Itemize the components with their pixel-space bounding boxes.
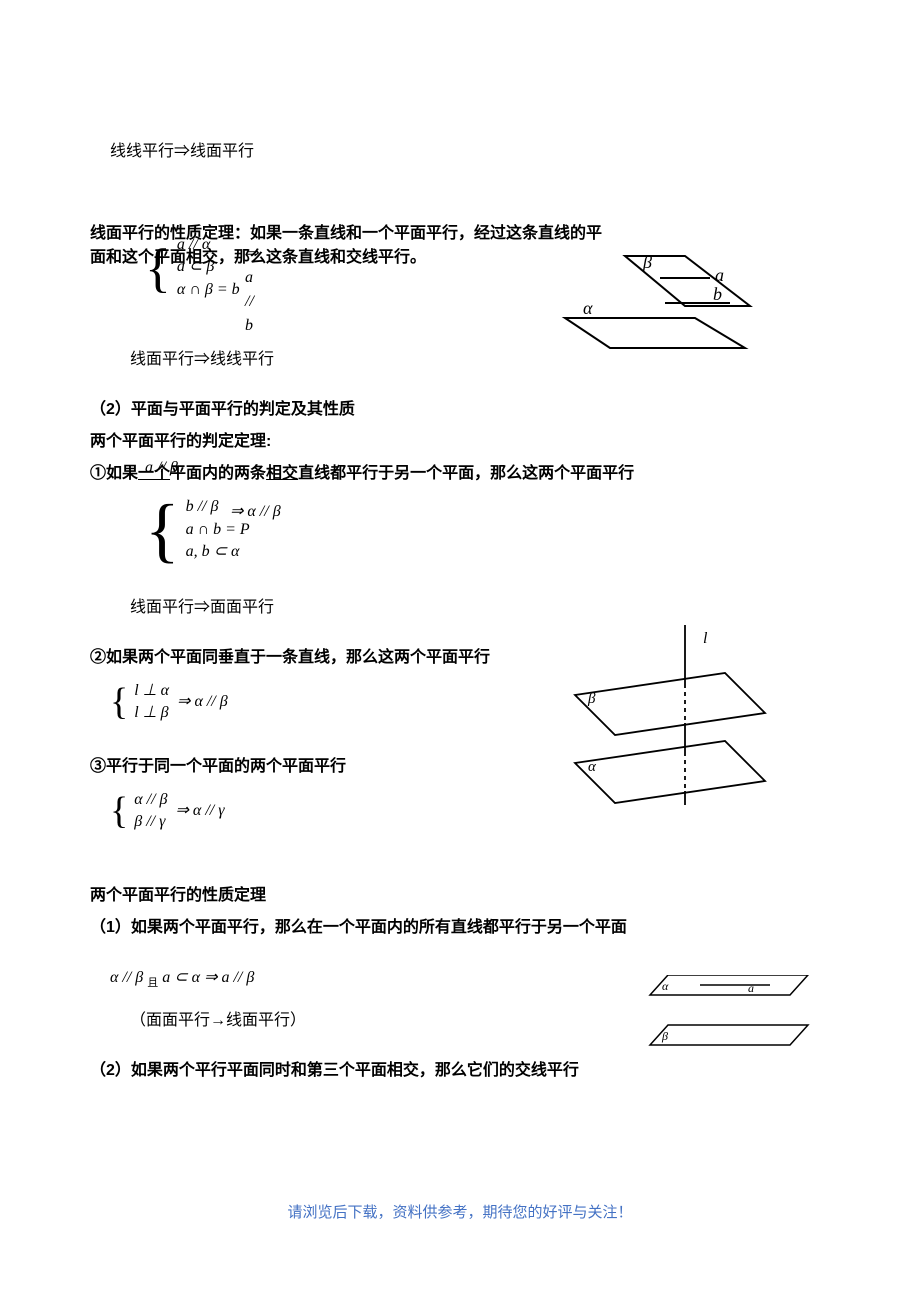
s2-conclusion1: 线面平行⇒面面平行 bbox=[90, 596, 830, 620]
diagram-plane-line: α β a b bbox=[555, 248, 815, 358]
s2-f2-implies: ⇒ α // β bbox=[177, 693, 228, 710]
s2-heading: （2）平面与平面平行的判定及其性质 bbox=[90, 398, 830, 422]
s2-f3-l2: β // γ bbox=[134, 811, 167, 833]
s2-subheading: 两个平面平行的判定定理: bbox=[90, 430, 830, 454]
s3-item1: （1）如果两个平面平行，那么在一个平面内的所有直线都平行于另一个平面 bbox=[90, 916, 830, 940]
d1-beta: β bbox=[642, 252, 652, 272]
s2-formula1: { b // β a ∩ b = P a, b ⊂ α ⇒ α // β bbox=[90, 494, 830, 566]
s2-f1-implies: ⇒ α // β bbox=[230, 500, 281, 524]
s1-f-l2: a ⊂ β bbox=[177, 256, 240, 278]
d2-l: l bbox=[703, 630, 708, 647]
d3-alpha: α bbox=[662, 979, 669, 993]
s2-f2-l1: l ⊥ α bbox=[134, 680, 169, 702]
s1-f-l3: α ∩ β = b bbox=[177, 279, 240, 301]
s2-i1-pre: ①如果 bbox=[90, 465, 138, 482]
d1-b: b bbox=[713, 284, 722, 304]
d1-a: a bbox=[715, 265, 724, 285]
d3-beta: β bbox=[661, 1029, 668, 1043]
s1-f-l1: a // α bbox=[177, 234, 240, 256]
diagram-parallel-small: α β a bbox=[640, 975, 840, 1055]
d2-alpha: α bbox=[588, 759, 597, 775]
s2-f1-line1: a // β bbox=[145, 456, 178, 480]
diagram-perp-planes: l β α bbox=[555, 625, 805, 805]
s3-item2: （2）如果两个平行平面同时和第三个平面相交，那么它们的交线平行 bbox=[90, 1059, 830, 1083]
s1-overlay-formula: { a // α a ⊂ β α ∩ β = b ⇒ a // b bbox=[145, 234, 240, 301]
document-body: 线线平行⇒线面平行 线面平行的性质定理：如果一条直线和一个平面平行，经过这条直线… bbox=[0, 0, 920, 1083]
d1-alpha: α bbox=[583, 298, 593, 318]
s1-f-implies: ⇒ a // b bbox=[245, 242, 258, 338]
s2-i1-u2: 相交 bbox=[266, 465, 298, 482]
page-footer: 请浏览后下载，资料供参考，期待您的好评与关注！ bbox=[0, 1201, 920, 1222]
d2-beta: β bbox=[587, 691, 596, 707]
s2-f1-l4: a, b ⊂ α bbox=[186, 541, 250, 563]
s2-i1-mid: 平面内的两条 bbox=[170, 465, 266, 482]
d3-a: a bbox=[748, 981, 754, 995]
s3-f1-b: a ⊂ α ⇒ a // β bbox=[162, 969, 254, 986]
s3-heading: 两个平面平行的性质定理 bbox=[90, 884, 830, 908]
s2-f2-l2: l ⊥ β bbox=[134, 702, 169, 724]
s3-f1-conj: 且 bbox=[147, 977, 158, 989]
s2-i1-post: 直线都平行于另一个平面，那么这两个平面平行 bbox=[298, 465, 634, 482]
s3-f1-a: α // β bbox=[110, 969, 143, 986]
s2-item1: ①如果一个平面内的两条相交直线都平行于另一个平面，那么这两个平面平行 a // … bbox=[90, 462, 830, 486]
s2-f3-implies: ⇒ α // γ bbox=[176, 802, 225, 819]
intro-line: 线线平行⇒线面平行 bbox=[90, 140, 830, 164]
s2-f3-l1: α // β bbox=[134, 789, 167, 811]
